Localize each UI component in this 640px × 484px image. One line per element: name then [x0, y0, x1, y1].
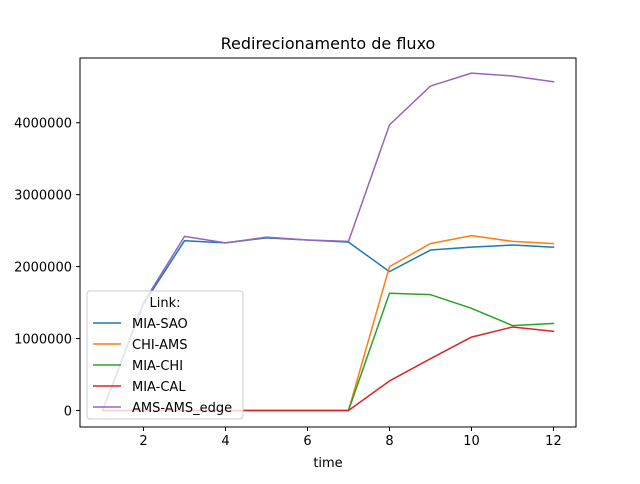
legend-label-2: CHI-AMS: [132, 338, 187, 353]
y-tick-label: 1000000: [14, 333, 72, 348]
x-tick-label: 2: [139, 434, 147, 449]
x-tick-label: 6: [303, 434, 311, 449]
x-tick-label: 8: [385, 434, 393, 449]
x-axis-label: time: [313, 456, 342, 471]
legend-label-4: MIA-CAL: [132, 380, 186, 395]
y-tick-label: 2000000: [14, 261, 72, 276]
legend: Link: MIA-SAO CHI-AMS MIA-CHI MIA-CAL AMS-AM…: [86, 290, 244, 420]
plot-frame: [79, 57, 577, 428]
legend-box: [86, 290, 244, 420]
series-line-5: [101, 72, 555, 412]
legend-label-1: MIA-SAO: [132, 317, 188, 332]
x-tick-label: 10: [463, 434, 480, 449]
legend-label-5: AMS-AMS_edge: [132, 401, 232, 416]
x-tick-label: 4: [221, 434, 229, 449]
chart-title: Redirecionamento de fluxo: [221, 34, 436, 53]
y-tick-label: 0: [64, 404, 72, 419]
y-tick-label: 4000000: [14, 117, 72, 132]
x-tick-label: 12: [545, 434, 562, 449]
y-tick-label: 3000000: [14, 189, 72, 204]
legend-label-3: MIA-CHI: [132, 359, 183, 374]
legend-title: Link:: [149, 296, 180, 311]
axes-layer: 2 4 6 8 10 12 0 1000000 2000000 3000000 4000000: [14, 117, 562, 449]
